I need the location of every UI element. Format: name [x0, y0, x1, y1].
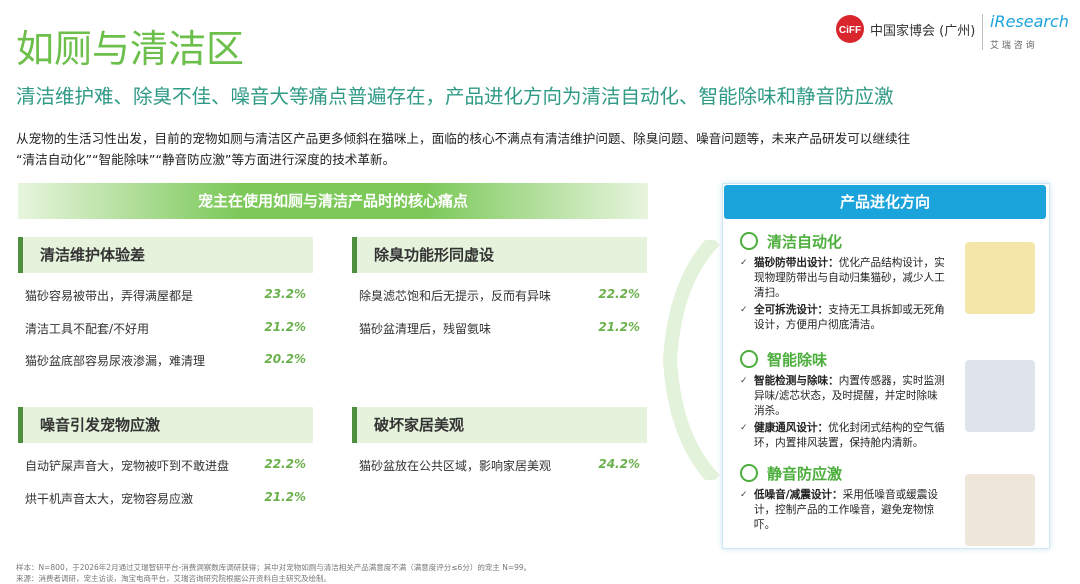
section-title: 智能除味: [767, 351, 828, 369]
bullet: 健康通风设计：优化封闭式结构的空气循环，内置排风装置，保持舱内清新。: [740, 421, 945, 451]
research-cn: 艾 瑞 咨 询: [990, 41, 1035, 51]
pain-item: 烘干机声音太大，宠物容易应激: [25, 491, 194, 506]
pain-value: 23.2%: [264, 287, 306, 301]
product-image: [965, 360, 1035, 432]
pain-value: 21.2%: [598, 319, 640, 334]
bullet-text: 内置传感器，实时监测异味/滤芯状态，及时提醒，并定时除味消杀。: [754, 375, 945, 417]
evolution-header: 产品进化方向: [724, 185, 1046, 219]
page-title: 如厕与清洁区: [16, 27, 245, 71]
section-title: 清洁自动化: [767, 233, 843, 251]
bullet-text: 采用低噪音或缓震设计，控制产品的工作噪音，避免宠物惊吓。: [754, 489, 938, 531]
bullet-label: 猫砂防带出设计：: [754, 257, 839, 269]
section-icon: [740, 350, 758, 368]
bullet: 全可拆洗设计：支持无工具拆卸或无死角设计，方便用户彻底清洁。: [740, 303, 945, 333]
pain-item: 猫砂盆放在公共区域，影响家居美观: [359, 459, 552, 473]
pain-value: 22.2%: [264, 457, 306, 471]
pain-value: 22.2%: [598, 287, 640, 301]
bullet-label: 智能检测与除味：: [754, 375, 839, 387]
pain-value: 24.2%: [598, 457, 640, 471]
pain-header: 宠主在使用如厕与清洁产品时的核心痛点: [18, 183, 648, 219]
pain-item: 除臭滤芯饱和后无提示，反而有异味: [359, 289, 552, 303]
footer-note: 来源：消费者调研，宠主访谈，淘宝电商平台，艾瑞咨询研究院根据公开资料自主研究及绘…: [16, 574, 331, 583]
bullet-label: 低噪音/减震设计：: [754, 489, 843, 501]
group-header: 清洁维护体验差: [18, 237, 313, 273]
pain-item: 猫砂盆清理后，残留氨味: [359, 321, 492, 336]
group-header: 破坏家居美观: [352, 407, 647, 443]
bullet-text: 优化产品结构设计，实现物理防带出与自动归集猫砂，减少人工清扫。: [754, 257, 945, 299]
group-header: 噪音引发宠物应激: [18, 407, 313, 443]
section-icon: [740, 464, 758, 482]
pain-item: 清洁工具不配套/不好用: [25, 321, 150, 336]
product-image: [965, 474, 1035, 546]
bullet: 智能检测与除味：内置传感器，实时监测异味/滤芯状态，及时提醒，并定时除味消杀。: [740, 374, 945, 419]
subtitle: 清洁维护难、除臭不佳、噪音大等痛点普遍存在，产品进化方向为清洁自动化、智能除味和…: [16, 85, 894, 108]
bullet-label: 健康通风设计：: [754, 422, 829, 434]
pain-item: 自动铲屎声音大，宠物被吓到不敢进盘: [25, 459, 230, 473]
footer-note: 样本：N=800，于2026年2月通过艾瑞智研平台-消费洞察数库调研获得；其中对…: [16, 563, 532, 572]
ciff-logo: CiFF: [836, 15, 864, 43]
pain-value: 21.2%: [264, 489, 306, 504]
group-header: 除臭功能形同虚设: [352, 237, 647, 273]
bullet-text: 优化封闭式结构的空气循环，内置排风装置，保持舱内清新。: [754, 422, 945, 449]
pain-item: 猫砂盆底部容易尿液渗漏，难清理: [25, 354, 206, 368]
pain-value: 20.2%: [264, 352, 306, 366]
bullet: 低噪音/减震设计：采用低噪音或缓震设计，控制产品的工作噪音，避免宠物惊吓。: [740, 488, 945, 533]
intro-line: 从宠物的生活习性出发，目前的宠物如厕与清洁区产品更多倾斜在猫咪上，面临的核心不满…: [16, 131, 911, 146]
brand: 中国家博会 (广州): [870, 24, 976, 39]
bullet: 猫砂防带出设计：优化产品结构设计，实现物理防带出与自动归集猫砂，减少人工清扫。: [740, 256, 945, 301]
section-icon: [740, 232, 758, 250]
pain-value: 21.2%: [264, 319, 306, 334]
connector: [662, 240, 720, 480]
bullet-label: 全可拆洗设计：: [754, 304, 829, 316]
divider: [982, 14, 983, 50]
intro-line: “清洁自动化”“智能除味”“静音防应激”等方面进行深度的技术革新。: [16, 152, 396, 167]
bullet-text: 支持无工具拆卸或无死角设计，方便用户彻底清洁。: [754, 304, 945, 331]
research: iResearch: [990, 12, 1069, 31]
ciff-text: CiFF: [839, 25, 861, 36]
product-image: [965, 242, 1035, 314]
section-title: 静音防应激: [767, 465, 843, 483]
pain-item: 猫砂容易被带出，弄得满屋都是: [25, 289, 194, 303]
